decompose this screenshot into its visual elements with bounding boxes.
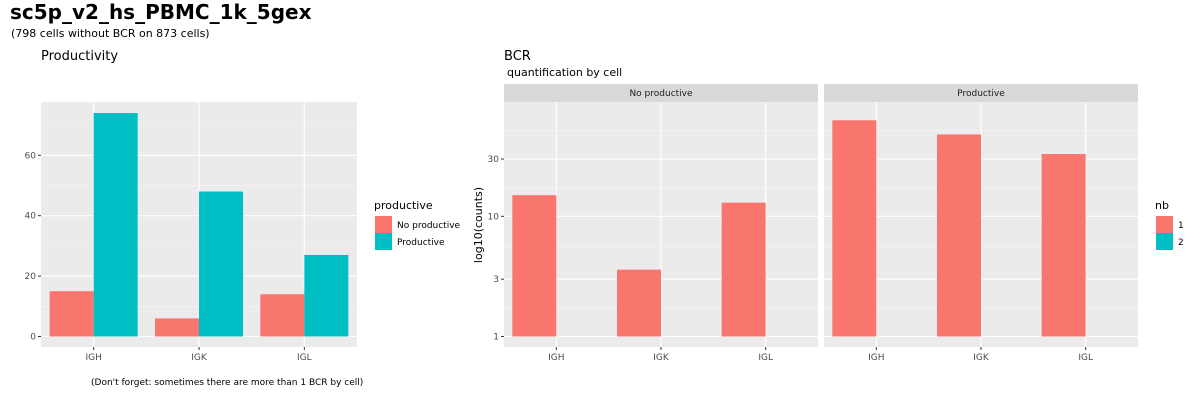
bcr-x-tick-label: IGH xyxy=(548,353,564,363)
productivity-bar xyxy=(304,254,349,337)
productivity-x-tick-label: IGL xyxy=(297,353,312,363)
productivity-legend-key xyxy=(375,216,392,233)
bcr-legend-label: 2 xyxy=(1178,238,1184,248)
bcr-y-tick-label: 10 xyxy=(488,212,500,222)
bcr-x-tick-label: IGL xyxy=(758,353,773,363)
bcr-y-tick-label: 1 xyxy=(493,333,499,343)
bcr-chart-title: BCR xyxy=(504,49,531,64)
page-title: sc5p_v2_hs_PBMC_1k_5gex xyxy=(10,0,312,24)
bcr-facet-strip xyxy=(504,84,818,102)
productivity-y-tick-label: 40 xyxy=(25,212,37,222)
bcr-legend-title: nb xyxy=(1155,199,1169,212)
productivity-y-tick-label: 0 xyxy=(30,333,36,343)
bcr-bar xyxy=(832,120,877,337)
bcr-bar xyxy=(721,202,766,337)
bcr-facet-strip xyxy=(824,84,1138,102)
bcr-facet-strip-label: Productive xyxy=(957,89,1005,99)
bcr-x-tick-label: IGK xyxy=(973,353,990,363)
productivity-x-tick-label: IGK xyxy=(191,353,208,363)
productivity-bar xyxy=(49,291,94,337)
productivity-legend-label: No productive xyxy=(397,221,461,231)
productivity-bar xyxy=(155,318,199,337)
bcr-bar xyxy=(937,134,981,337)
bcr-bar xyxy=(1041,154,1086,337)
productivity-y-tick-label: 20 xyxy=(25,272,37,282)
productivity-bar xyxy=(260,294,305,337)
bcr-y-tick-label: 30 xyxy=(488,155,500,165)
bcr-bar xyxy=(617,269,661,337)
bcr-x-tick-label: IGL xyxy=(1078,353,1093,363)
productivity-chart-title: Productivity xyxy=(41,49,118,64)
page-subtitle: (798 cells without BCR on 873 cells) xyxy=(11,27,210,40)
bcr-y-tick-label: 3 xyxy=(493,275,499,285)
footnote: (Don't forget: sometimes there are more … xyxy=(91,378,364,388)
productivity-bar xyxy=(199,191,243,337)
bcr-chart-subtitle: quantification by cell xyxy=(507,66,622,79)
productivity-legend-label: Productive xyxy=(397,238,445,248)
productivity-legend-key xyxy=(375,233,392,250)
bcr-legend-key xyxy=(1156,233,1173,250)
productivity-bar xyxy=(93,113,138,337)
bcr-legend-label: 1 xyxy=(1178,221,1184,231)
bcr-facet-strip-label: No productive xyxy=(629,89,693,99)
bcr-legend-key xyxy=(1156,216,1173,233)
bcr-x-tick-label: IGH xyxy=(868,353,884,363)
productivity-legend-title: productive xyxy=(374,199,433,212)
productivity-x-tick-label: IGH xyxy=(85,353,101,363)
bcr-bar xyxy=(512,195,557,337)
bcr-x-tick-label: IGK xyxy=(653,353,670,363)
productivity-y-tick-label: 60 xyxy=(25,151,37,161)
bcr-y-axis-label: log10(counts) xyxy=(472,187,485,263)
